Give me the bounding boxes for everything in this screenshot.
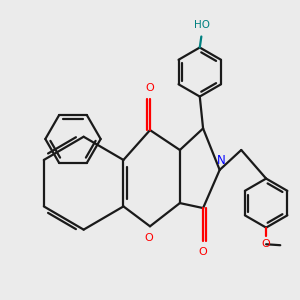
Text: HO: HO (194, 20, 210, 30)
Text: O: O (262, 239, 271, 249)
Text: O: O (144, 232, 153, 243)
Text: N: N (217, 154, 226, 167)
Text: O: O (146, 83, 154, 93)
Text: O: O (199, 247, 208, 257)
